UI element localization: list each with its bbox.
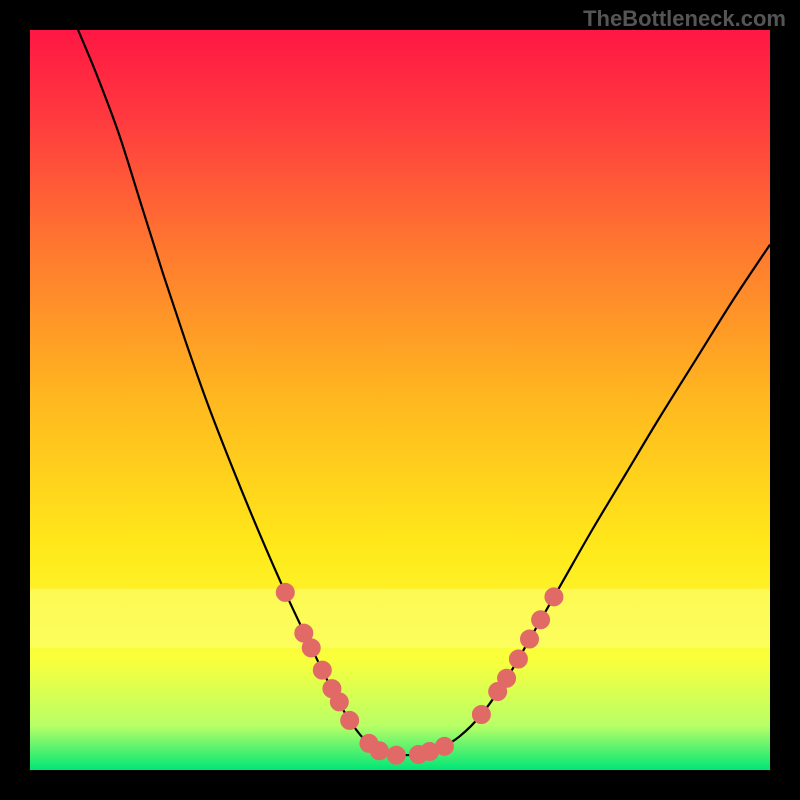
- curve-marker: [435, 737, 453, 755]
- chart-svg: [0, 0, 800, 800]
- curve-marker: [387, 746, 405, 764]
- chart-frame: TheBottleneck.com: [0, 0, 800, 800]
- curve-marker: [532, 611, 550, 629]
- curve-marker: [302, 639, 320, 657]
- curve-marker: [313, 661, 331, 679]
- watermark-text: TheBottleneck.com: [583, 6, 786, 32]
- curve-marker: [276, 583, 294, 601]
- plot-background: [30, 30, 770, 770]
- curve-marker: [545, 588, 563, 606]
- highlight-band: [30, 589, 770, 648]
- curve-marker: [370, 742, 388, 760]
- curve-marker: [341, 711, 359, 729]
- curve-marker: [472, 706, 490, 724]
- curve-marker: [521, 630, 539, 648]
- curve-marker: [330, 693, 348, 711]
- curve-marker: [509, 650, 527, 668]
- curve-marker: [498, 669, 516, 687]
